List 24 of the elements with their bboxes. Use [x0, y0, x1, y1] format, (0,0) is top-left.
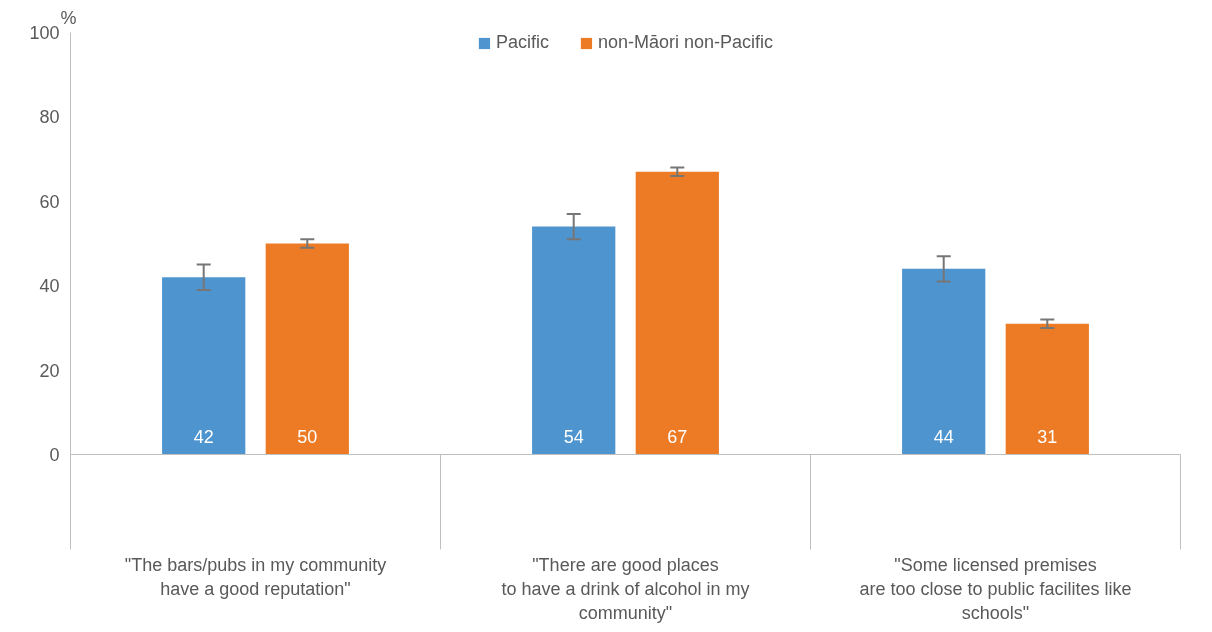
bar — [635, 171, 719, 455]
y-axis-title: % — [60, 7, 77, 28]
y-tick-label: 60 — [39, 191, 60, 212]
data-label: 44 — [933, 426, 954, 447]
bar — [1005, 323, 1089, 455]
y-tick-label: 80 — [39, 107, 60, 128]
data-label: 50 — [297, 426, 318, 447]
data-label: 54 — [563, 426, 584, 447]
bar — [902, 268, 986, 455]
data-label: 42 — [193, 426, 214, 447]
x-tick-label: "The bars/pubs in my community have a good reputation" — [124, 554, 387, 599]
y-tick-label: 100 — [29, 23, 60, 43]
data-label: 31 — [1037, 426, 1058, 447]
bar — [265, 243, 349, 455]
legend-label: non-Māori non-Pacific — [597, 32, 774, 53]
y-tick-label: 40 — [39, 276, 60, 297]
bar — [162, 277, 246, 455]
y-tick-label: 0 — [49, 445, 60, 465]
y-tick-label: 20 — [39, 360, 60, 381]
data-label: 67 — [667, 426, 688, 447]
legend-label: Pacific — [495, 32, 549, 53]
bar — [532, 226, 616, 455]
x-tick-label: "Some licensed premises are too close to public facilites like schools" — [859, 554, 1132, 623]
x-tick-label: "There are good places to have a drink of alcohol in my community" — [501, 554, 750, 623]
